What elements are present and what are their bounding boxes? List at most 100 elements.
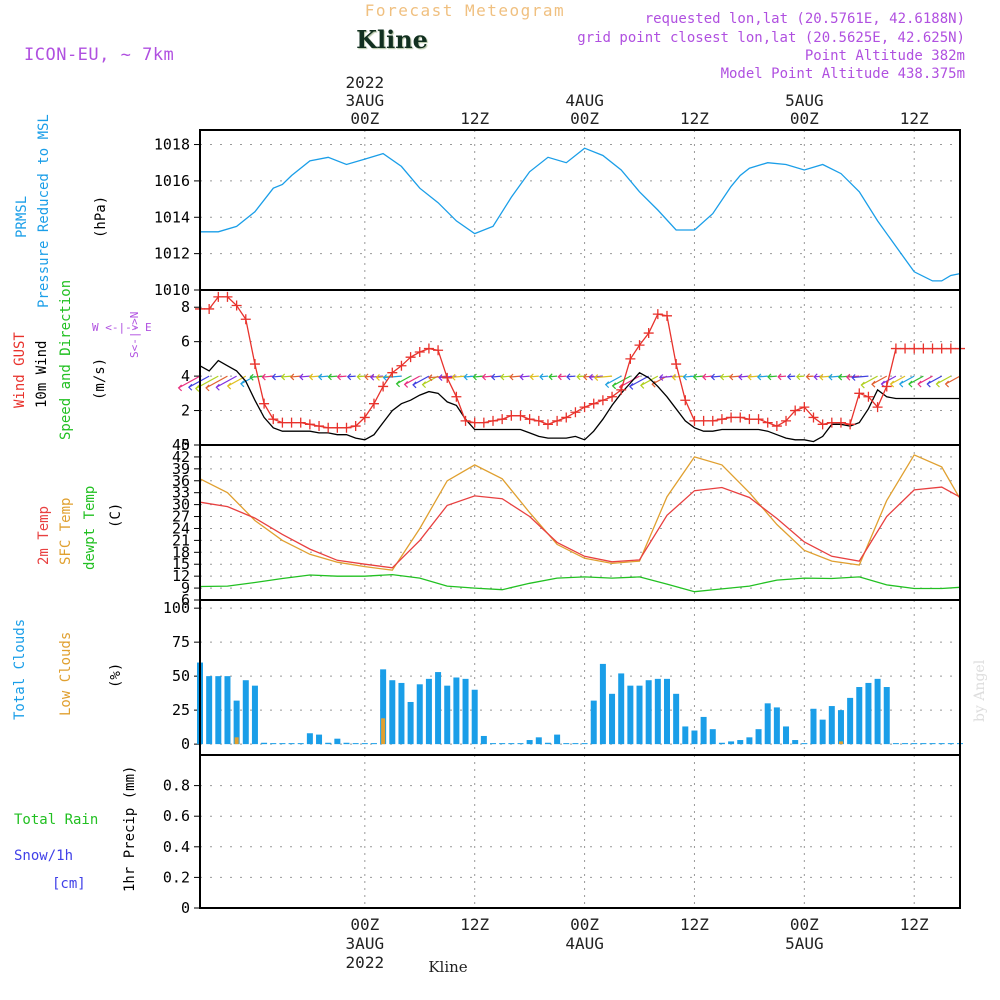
temperature-panel: 2m Temp SFC Temp dewpt Temp (C) 69121518… [36,436,961,609]
wind-arrow [473,375,484,378]
wind-arrow [796,375,805,378]
wind-arrow-head [935,380,940,388]
wind-arrow-head [490,373,496,381]
gust-marker [616,384,627,395]
y-tick-label: 0 [181,436,190,454]
wind-arrow [720,375,732,378]
total-cloud-bar [865,682,872,745]
gust-marker [936,343,947,354]
total-cloud-bar [902,743,909,745]
y-tick-label: 2 [181,402,190,420]
wind-arrow-head [682,373,687,381]
pressure-grid [200,130,960,290]
wind-arrow-head [719,373,725,381]
pressure-frame [199,129,961,291]
gust-marker [304,419,315,430]
wind-arrow-head [582,373,588,381]
total-cloud-bar [883,687,890,745]
wind-gust-line [200,296,960,429]
pressure-ticks: 1010 1012 1014 1016 1018 [154,136,200,299]
wind-arrow-head [375,374,380,381]
gust-marker [213,291,224,302]
total-cloud-bar [654,678,661,745]
wind-arrow-head [369,373,375,381]
gust-marker [835,417,846,428]
wind-arrow-head [308,373,314,381]
total-cloud-bar [270,743,277,745]
gust-marker [442,372,453,383]
wind-arrow-head [509,373,514,381]
pressure-panel: PRMSL Pressure Reduced to MSL (hPa) 1010… [14,114,961,308]
gust-marker [240,314,251,325]
wind-arrow [890,375,906,385]
temp-2m-ylabel: 2m Temp [36,506,52,565]
total-cloud-bar [325,742,332,745]
y-tick-label: 42 [172,448,190,466]
total-cloud-bar [947,743,954,745]
pressure-series-line [200,147,961,282]
clouds-panel: Total Clouds Low Clouds (%) 0 25 50 75 100 [12,599,963,756]
total-cloud-bar [517,743,524,745]
y-tick-label: 15 [172,555,190,573]
total-cloud-bar [526,740,533,745]
gust-marker [579,402,590,413]
top-time-label: 00Z [570,109,599,128]
wind-arrow [640,375,659,386]
wind-arrow [396,375,411,385]
y-tick-label: 12 [172,567,190,585]
total-cloud-bar [435,672,442,745]
gust-marker [735,412,746,423]
gridpoint-coordinates: grid point closest lon,lat (20.5625E, 42… [577,30,965,46]
total-cloud-bar [480,735,487,745]
wind-arrow-head [588,373,593,381]
gust-marker [524,414,535,425]
gust-marker [204,303,215,314]
wind-arrow-head [846,373,851,381]
wind-arrow [936,375,952,385]
wind-direction-ylabel: Speed and Direction [58,280,74,440]
total-cloud-bar [792,740,799,745]
total-cloud-bar [535,737,542,745]
wind-arrow [711,375,722,378]
gust-marker [414,347,425,357]
point-altitude: Point Altitude 382m [805,48,965,64]
y-tick-label: 75 [172,633,190,651]
wind-arrow [605,375,622,386]
wind-arrow-head [640,382,645,389]
y-tick-label: 9 [181,579,190,597]
temp-dewpt-ylabel: dewpt Temp [82,486,98,570]
gust-marker [451,391,462,402]
total-cloud-bar [462,678,469,745]
gust-marker [597,395,608,406]
gust-marker [753,414,764,425]
total-cloud-bar [828,706,835,745]
total-cloud-bar [599,663,606,745]
precip-legend-rain: Total Rain [14,812,98,828]
wind-arrow [205,375,228,389]
gust-marker [790,405,801,416]
gust-marker [588,398,599,409]
total-cloud-bar [636,685,643,745]
wind-arrow [899,375,915,385]
total-cloud-bar [407,701,414,745]
gust-marker [680,395,691,406]
wind-arrow [757,375,768,378]
y-tick-label: 50 [172,667,190,685]
wind-arrow-head [786,373,792,381]
total-cloud-bar [618,673,625,745]
clouds-grid [200,600,960,755]
top-time-label: 2022 [346,73,385,92]
wind-arrow-head [837,373,843,381]
gust-marker [350,421,361,432]
precip-frame [199,754,961,909]
y-tick-label: 1016 [154,172,190,190]
gust-marker [900,343,911,354]
gust-marker [799,402,810,413]
wind-arrow-head [548,373,553,381]
y-tick-label: 27 [172,508,190,526]
total-cloud-bar [499,743,506,745]
gust-marker [368,398,379,409]
sfc-temp-line [199,454,961,571]
pressure-ylabel-1: PRMSL [14,196,30,238]
